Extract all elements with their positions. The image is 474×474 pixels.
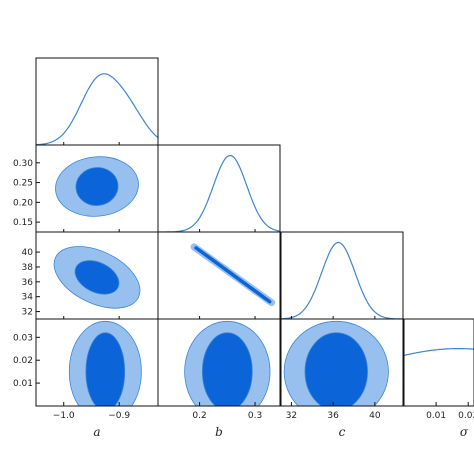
marginal-curve-sigma bbox=[404, 348, 474, 356]
y-tick-label: 34 bbox=[22, 293, 34, 303]
x-tick-label: 0.2 bbox=[192, 411, 206, 421]
contour-inner-a-sigma bbox=[85, 332, 126, 406]
x-tick-label: 32 bbox=[286, 411, 297, 421]
contour-inner-c-sigma bbox=[304, 332, 368, 406]
y-tick-label: 40 bbox=[22, 248, 34, 258]
x-tick-label: 0.02 bbox=[458, 411, 474, 421]
x-axis-label-a: a bbox=[93, 425, 100, 439]
panel-frame-3-2 bbox=[280, 318, 404, 407]
y-tick-label: 38 bbox=[22, 263, 34, 273]
panel-frame-0-0 bbox=[35, 57, 159, 146]
y-tick-label: 0.02 bbox=[13, 356, 33, 366]
x-axis-label-sigma: σ bbox=[460, 425, 469, 439]
marginal-curve-c bbox=[281, 241, 403, 319]
x-tick-label: −0.9 bbox=[108, 411, 130, 421]
x-axis-label-b: b bbox=[215, 425, 223, 439]
panel-frame-3-1 bbox=[157, 318, 281, 407]
y-tick-label: 0.20 bbox=[13, 198, 33, 208]
y-tick-label: 32 bbox=[22, 308, 33, 318]
x-tick-label: 40 bbox=[369, 411, 381, 421]
contour-inner-a-c bbox=[74, 260, 120, 295]
panel-frame-2-1 bbox=[157, 231, 281, 320]
x-tick-label: −1.0 bbox=[53, 411, 75, 421]
y-tick-label: 0.03 bbox=[13, 333, 33, 343]
x-axis-label-c: c bbox=[339, 425, 346, 439]
x-tick-label: 0.01 bbox=[426, 411, 446, 421]
y-tick-label: 36 bbox=[22, 278, 34, 288]
x-tick-label: 0.3 bbox=[248, 411, 262, 421]
panel-frame-3-3 bbox=[403, 318, 474, 407]
x-tick-label: 36 bbox=[327, 411, 339, 421]
contour-inner-b-c bbox=[194, 246, 272, 304]
marginal-curve-a bbox=[36, 73, 158, 145]
y-tick-label: 0.30 bbox=[13, 159, 33, 169]
marginal-curve-b bbox=[158, 154, 280, 232]
y-tick-label: 0.25 bbox=[13, 179, 33, 189]
contour-inner-a-b bbox=[75, 167, 119, 206]
y-tick-label: 0.01 bbox=[13, 379, 33, 389]
contour-inner-b-sigma bbox=[201, 332, 253, 406]
y-tick-label: 0.15 bbox=[13, 218, 33, 228]
